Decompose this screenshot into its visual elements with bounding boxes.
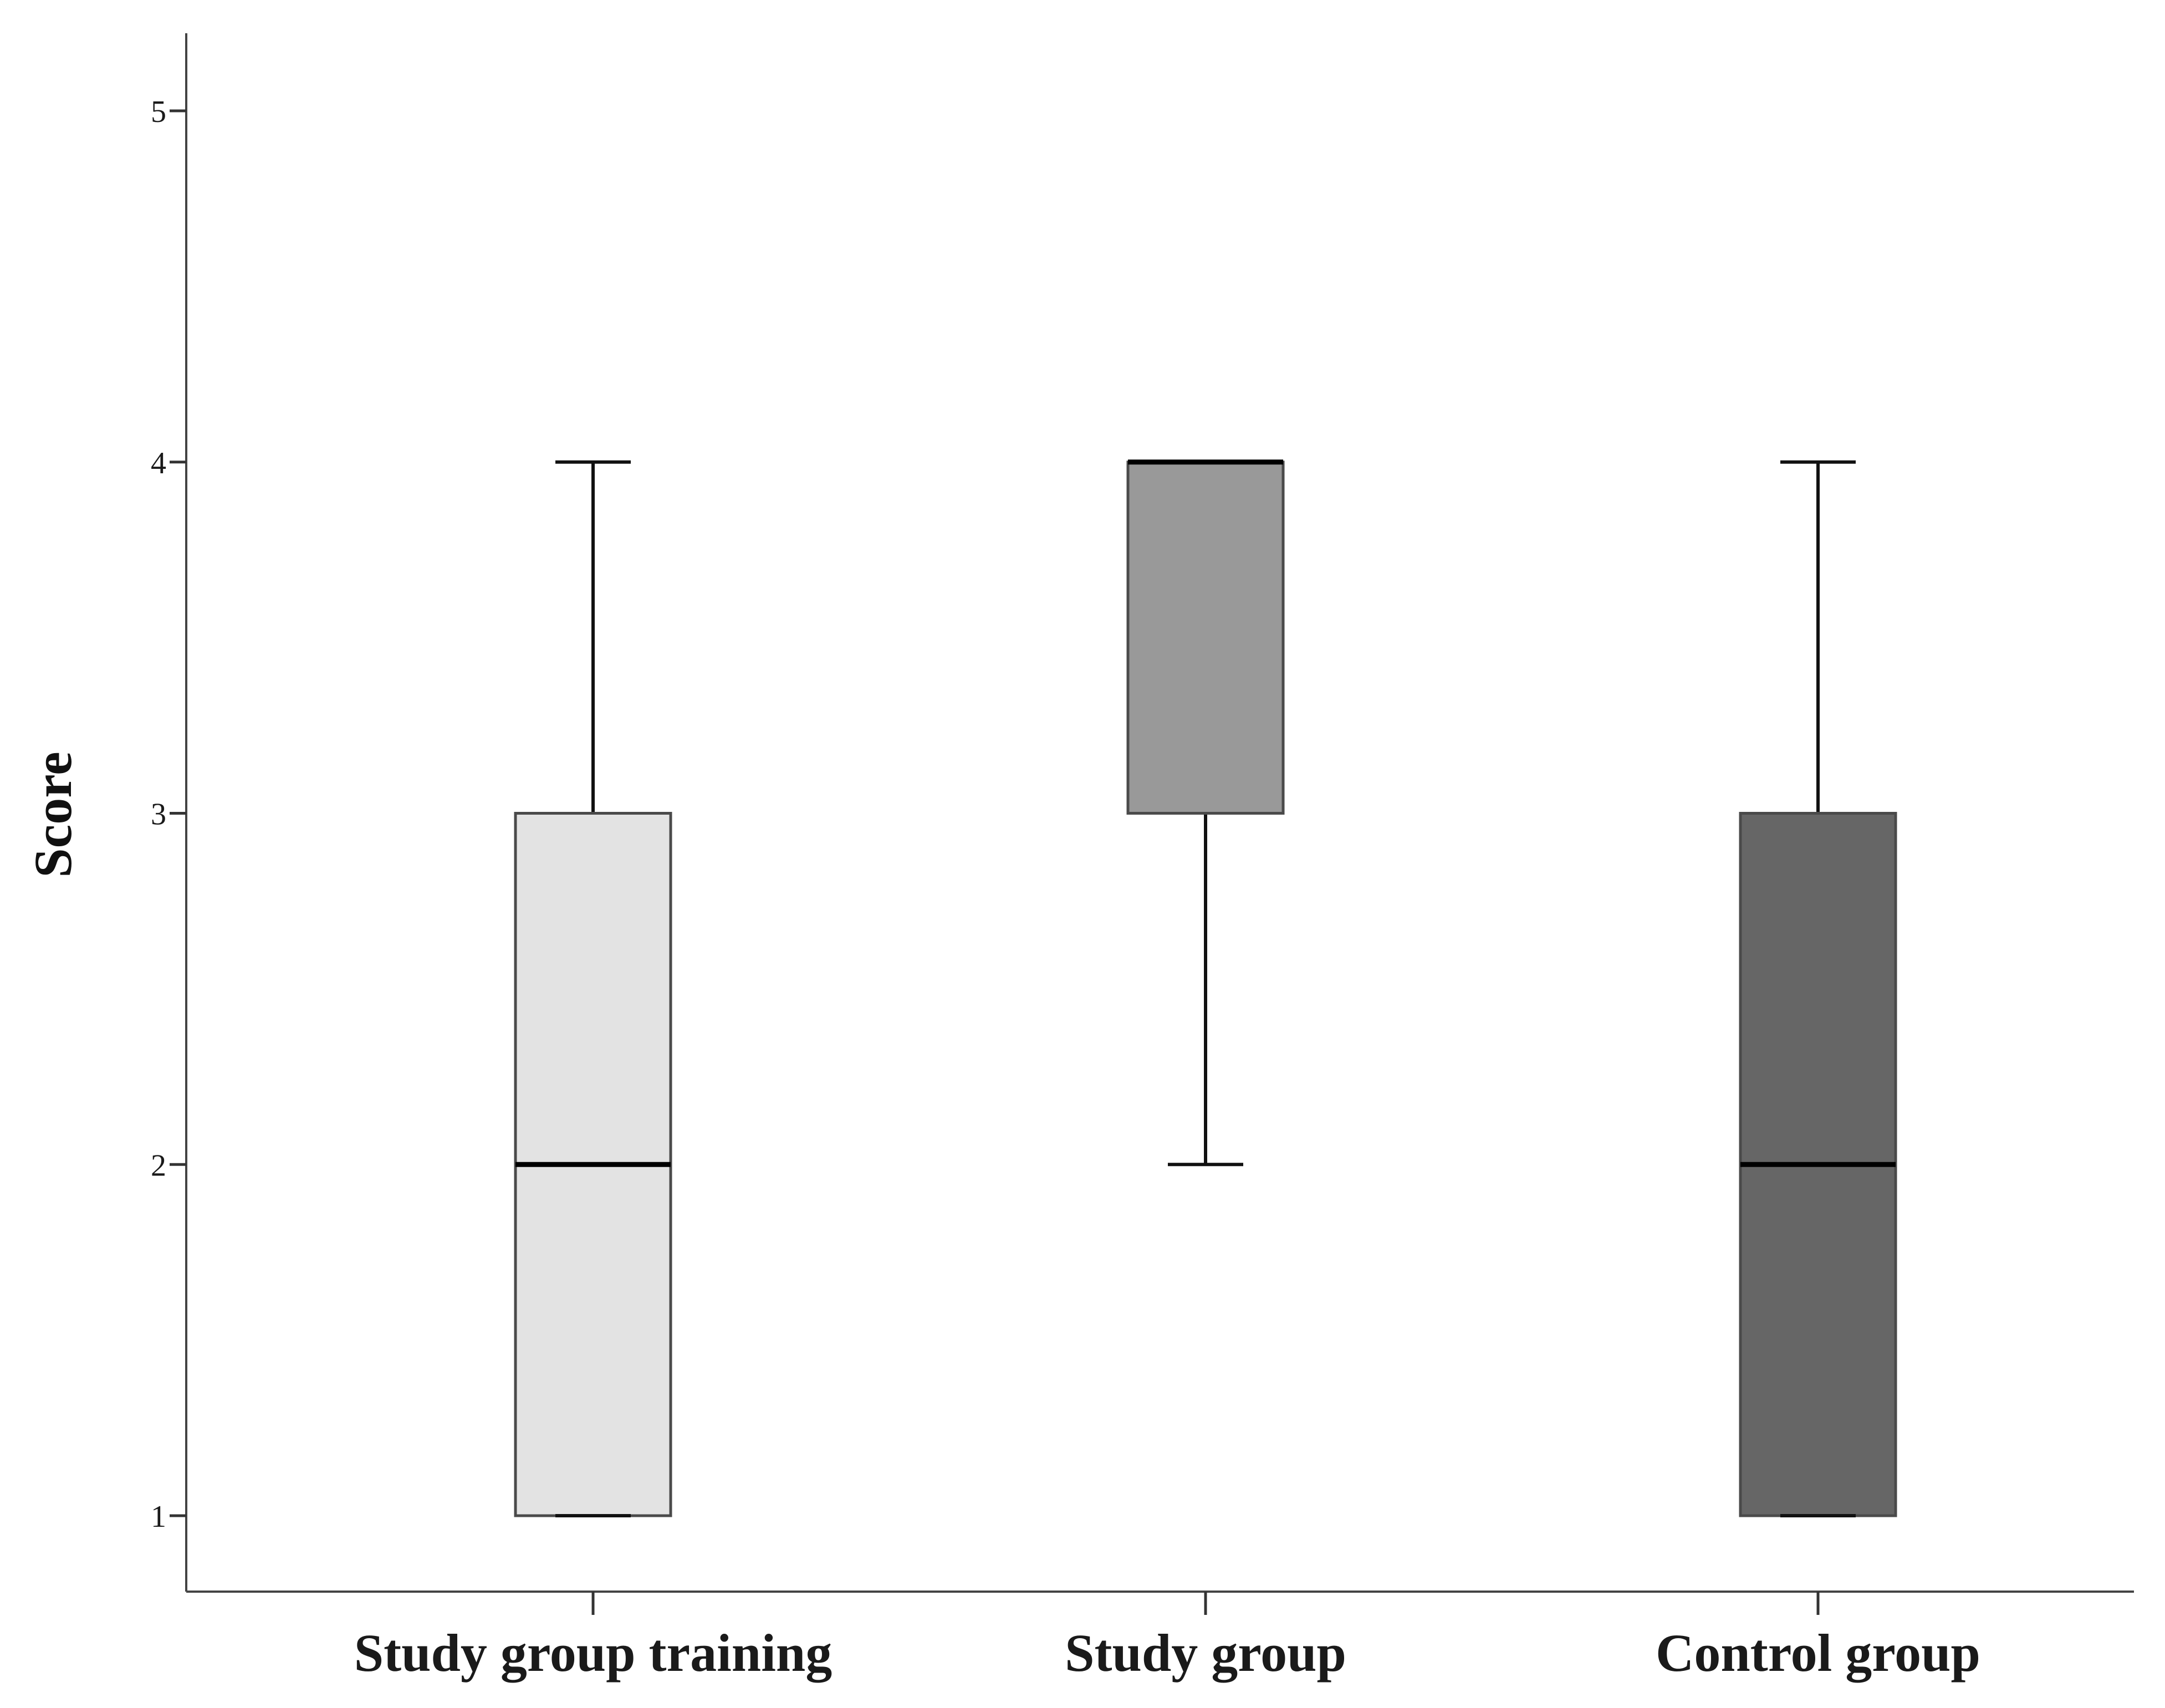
y-tick-label: 4 — [151, 446, 166, 480]
box-3 — [1739, 460, 1897, 1517]
x-tick-label: Control group — [1656, 1623, 1980, 1683]
y-tick-label: 5 — [151, 95, 166, 129]
box-iqr — [1126, 461, 1285, 815]
y-tick-label: 3 — [151, 797, 166, 832]
y-tick-label: 1 — [151, 1500, 166, 1534]
x-tick-label: Study group training — [354, 1623, 833, 1683]
y-axis-title: Score — [23, 751, 83, 877]
x-tick-label: Study group — [1065, 1623, 1346, 1683]
plot-area: 1 2 3 4 5 Study group training Study group Cont… — [151, 33, 2134, 1683]
y-tick-label: 2 — [151, 1148, 166, 1183]
box-1 — [514, 460, 672, 1517]
box-2 — [1126, 459, 1285, 1167]
